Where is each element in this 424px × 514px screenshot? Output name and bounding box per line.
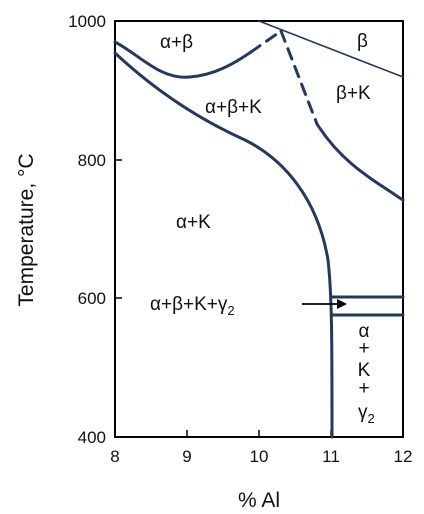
x-axis-title: % Al xyxy=(238,489,280,512)
y-tick-label: 600 xyxy=(78,289,106,308)
eutectoid-label-subscript: 2 xyxy=(227,303,234,318)
x-tick-marks xyxy=(186,430,332,437)
region-beta-k: β+K xyxy=(336,83,371,104)
eutectoid-label-main: α+β+K+γ xyxy=(150,294,228,315)
x-tick-label: 12 xyxy=(394,447,413,466)
region-beta: β xyxy=(357,31,368,52)
region-alpha-beta: α+β xyxy=(160,32,193,53)
y-axis-title: Temperature, °C xyxy=(15,153,38,306)
beta-k-dashed xyxy=(279,29,319,126)
low-right-gamma: γ xyxy=(358,402,368,423)
alpha-k-boundary xyxy=(113,51,334,439)
beta-transus-line xyxy=(258,20,404,78)
y-tick-marks xyxy=(115,159,122,299)
x-tick-label: 11 xyxy=(322,447,340,466)
upper-solvus-dashed xyxy=(249,29,283,54)
region-eutectoid-label: α+β+K+γ2 xyxy=(150,294,235,318)
low-right-gamma-subscript: 2 xyxy=(368,411,375,426)
region-low-right-gamma: γ2 xyxy=(358,402,375,426)
arrow-head xyxy=(337,299,347,309)
y-tick-label: 800 xyxy=(78,151,106,170)
region-low-right-plus: + xyxy=(358,378,369,399)
region-alpha-beta-k: α+β+K xyxy=(205,97,262,118)
region-alpha-k: α+K xyxy=(176,212,211,233)
region-low-right-plus: + xyxy=(358,338,369,359)
beta-k-boundary xyxy=(315,122,405,202)
y-tick-label: 400 xyxy=(78,428,106,447)
x-tick-label: 8 xyxy=(110,447,119,466)
upper-solvus-curve xyxy=(113,40,253,79)
x-tick-label: 10 xyxy=(250,447,269,466)
phase-boundaries xyxy=(113,20,405,439)
y-tick-label: 1000 xyxy=(68,12,106,31)
x-tick-label: 9 xyxy=(182,447,191,466)
region-low-right-alpha: α xyxy=(359,321,370,342)
region-low-right-k: K xyxy=(358,360,371,381)
eutectoid-arrow xyxy=(302,299,347,309)
